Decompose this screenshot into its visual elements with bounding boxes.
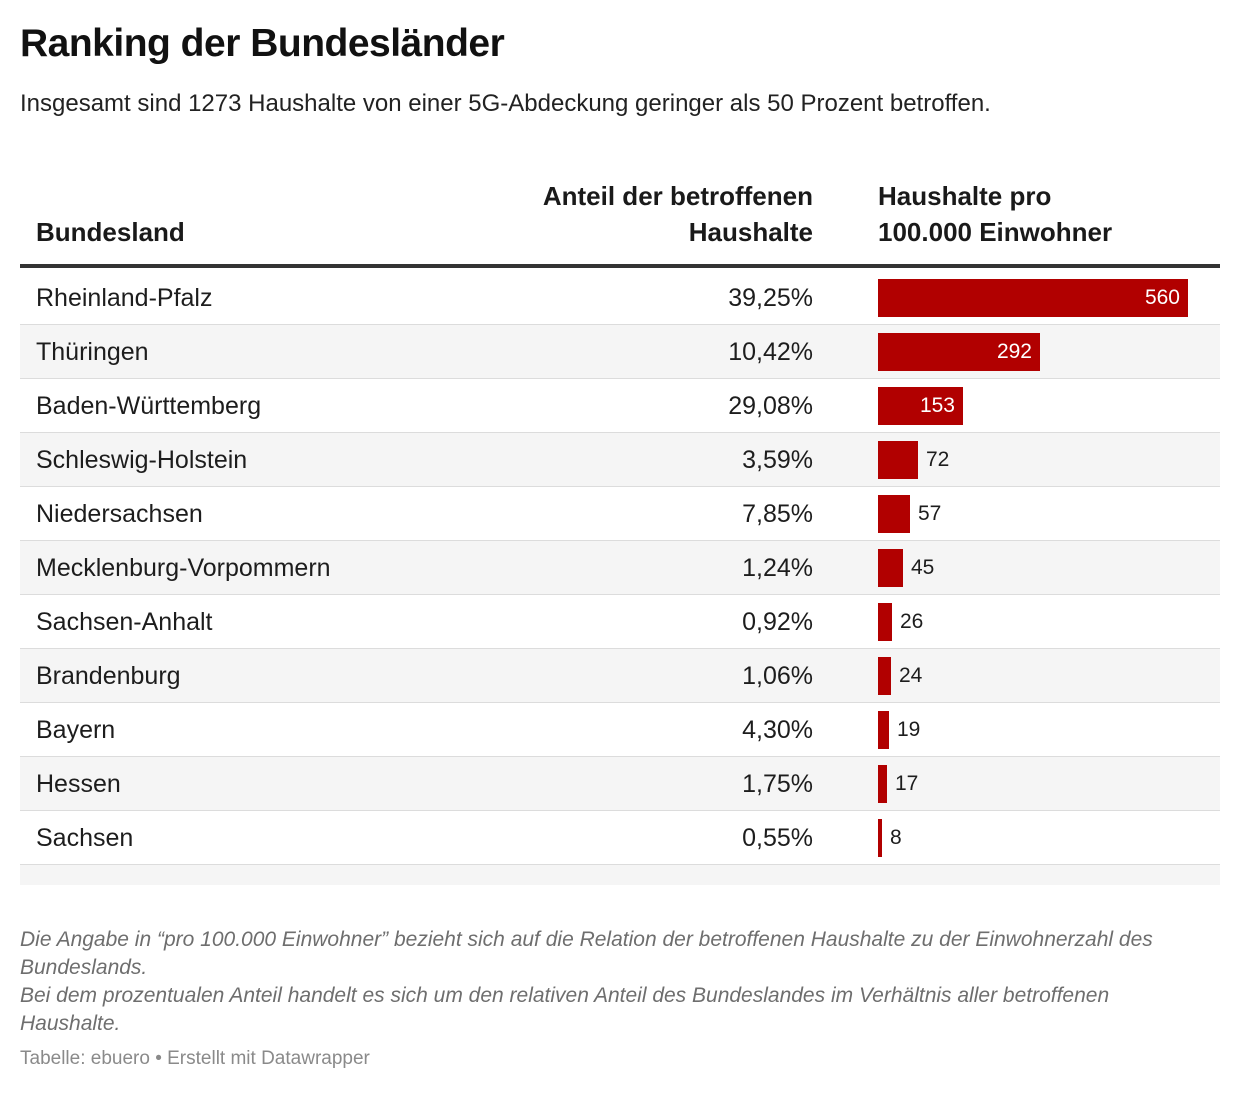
cell-haushalte: 57 [878, 487, 1188, 541]
chart-subtitle: Insgesamt sind 1273 Haushalte von einer … [20, 90, 991, 117]
chart-title: Ranking der Bundesländer [20, 22, 505, 65]
bar-value-label: 26 [900, 610, 924, 633]
bar-value-label: 24 [899, 664, 923, 687]
table-row: Bayern 4,30% 19 [20, 703, 1220, 757]
cell-haushalte: 45 [878, 541, 1188, 595]
table-header: Bundesland Anteil der betroffenen Hausha… [20, 176, 1220, 268]
bar [878, 441, 918, 479]
table-row: Sachsen 0,55% 8 [20, 811, 1220, 865]
bar [878, 549, 903, 587]
note-line-2: Bei dem prozentualen Anteil handelt es s… [20, 984, 1110, 1035]
bar [878, 387, 963, 425]
cell-haushalte: 153 [878, 379, 1188, 433]
bar-value-label: 560 [1144, 286, 1180, 309]
bar-value-label: 45 [911, 556, 935, 579]
bar-value-label: 19 [897, 718, 921, 741]
cell-anteil: 29,08% [728, 392, 813, 420]
bar [878, 819, 882, 857]
header-haushalte-line2: 100.000 Einwohner [878, 217, 1113, 247]
header-haushalte[interactable]: Haushalte pro 100.000 Einwohner [878, 178, 1198, 250]
cell-haushalte: 17 [878, 757, 1188, 811]
note-line-1: Die Angabe in “pro 100.000 Einwohner” be… [20, 928, 1153, 979]
table-row: Thüringen 10,42% 292 [20, 325, 1220, 379]
cell-anteil: 3,59% [742, 446, 813, 474]
cell-anteil: 1,75% [742, 770, 813, 798]
cell-bundesland: Thüringen [36, 338, 149, 366]
table-footer-spacer [20, 865, 1220, 885]
cell-bundesland: Mecklenburg-Vorpommern [36, 554, 331, 582]
bar-value-label: 292 [996, 340, 1032, 363]
table-row: Mecklenburg-Vorpommern 1,24% 45 [20, 541, 1220, 595]
bar [878, 765, 887, 803]
bar-value-label: 153 [919, 394, 955, 417]
table-row: Niedersachsen 7,85% 57 [20, 487, 1220, 541]
chart-source: Tabelle: ebuero • Erstellt mit Datawrapp… [20, 1048, 370, 1069]
bar [878, 279, 1188, 317]
header-bundesland[interactable]: Bundesland [36, 217, 185, 247]
cell-bundesland: Rheinland-Pfalz [36, 284, 213, 312]
table-row: Hessen 1,75% 17 [20, 757, 1220, 811]
cell-anteil: 10,42% [728, 338, 813, 366]
cell-bundesland: Schleswig-Holstein [36, 446, 248, 474]
table-row: Schleswig-Holstein 3,59% 72 [20, 433, 1220, 487]
cell-anteil: 4,30% [742, 716, 813, 744]
cell-bundesland: Niedersachsen [36, 500, 203, 528]
table-row: Brandenburg 1,06% 24 [20, 649, 1220, 703]
cell-anteil: 0,55% [742, 824, 813, 852]
cell-haushalte: 72 [878, 433, 1188, 487]
bar [878, 711, 889, 749]
cell-haushalte: 19 [878, 703, 1188, 757]
table-body: Rheinland-Pfalz 39,25% 560 Thüringen 10,42% 2… [20, 271, 1220, 865]
table-row: Sachsen-Anhalt 0,92% 26 [20, 595, 1220, 649]
bar [878, 495, 910, 533]
cell-bundesland: Baden-Württemberg [36, 392, 262, 420]
cell-anteil: 1,24% [742, 554, 813, 582]
table-row: Baden-Württemberg 29,08% 153 [20, 379, 1220, 433]
cell-bundesland: Sachsen [36, 824, 134, 852]
cell-bundesland: Brandenburg [36, 662, 181, 690]
bar [878, 657, 891, 695]
header-haushalte-line1: Haushalte pro [878, 181, 1052, 211]
cell-haushalte: 8 [878, 811, 1188, 865]
cell-anteil: 1,06% [742, 662, 813, 690]
cell-haushalte: 24 [878, 649, 1188, 703]
table-row: Rheinland-Pfalz 39,25% 560 [20, 271, 1220, 325]
cell-anteil: 0,92% [742, 608, 813, 636]
bar [878, 333, 1040, 371]
cell-bundesland: Bayern [36, 716, 116, 744]
cell-anteil: 7,85% [742, 500, 813, 528]
header-anteil-line2: Haushalte [688, 217, 813, 247]
chart-notes: Die Angabe in “pro 100.000 Einwohner” be… [20, 926, 1200, 1038]
bar-value-label: 17 [895, 772, 919, 795]
cell-haushalte: 292 [878, 325, 1188, 379]
bar [878, 603, 892, 641]
cell-anteil: 39,25% [728, 284, 813, 312]
bar-value-label: 8 [890, 826, 902, 849]
cell-bundesland: Hessen [36, 770, 121, 798]
cell-bundesland: Sachsen-Anhalt [36, 608, 213, 636]
header-anteil[interactable]: Anteil der betroffenen Haushalte [473, 178, 813, 250]
bar-value-label: 72 [926, 448, 950, 471]
cell-haushalte: 560 [878, 271, 1188, 325]
header-anteil-line1: Anteil der betroffenen [542, 181, 813, 211]
cell-haushalte: 26 [878, 595, 1188, 649]
bar-value-label: 57 [918, 502, 942, 525]
